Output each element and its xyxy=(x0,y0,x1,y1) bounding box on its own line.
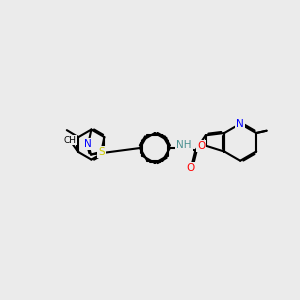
Text: CH: CH xyxy=(63,136,76,145)
Text: O: O xyxy=(197,141,205,151)
Text: N: N xyxy=(84,139,92,149)
Text: NH: NH xyxy=(176,140,191,150)
Text: O: O xyxy=(187,163,195,173)
Text: N: N xyxy=(236,119,244,129)
Text: S: S xyxy=(98,147,105,157)
